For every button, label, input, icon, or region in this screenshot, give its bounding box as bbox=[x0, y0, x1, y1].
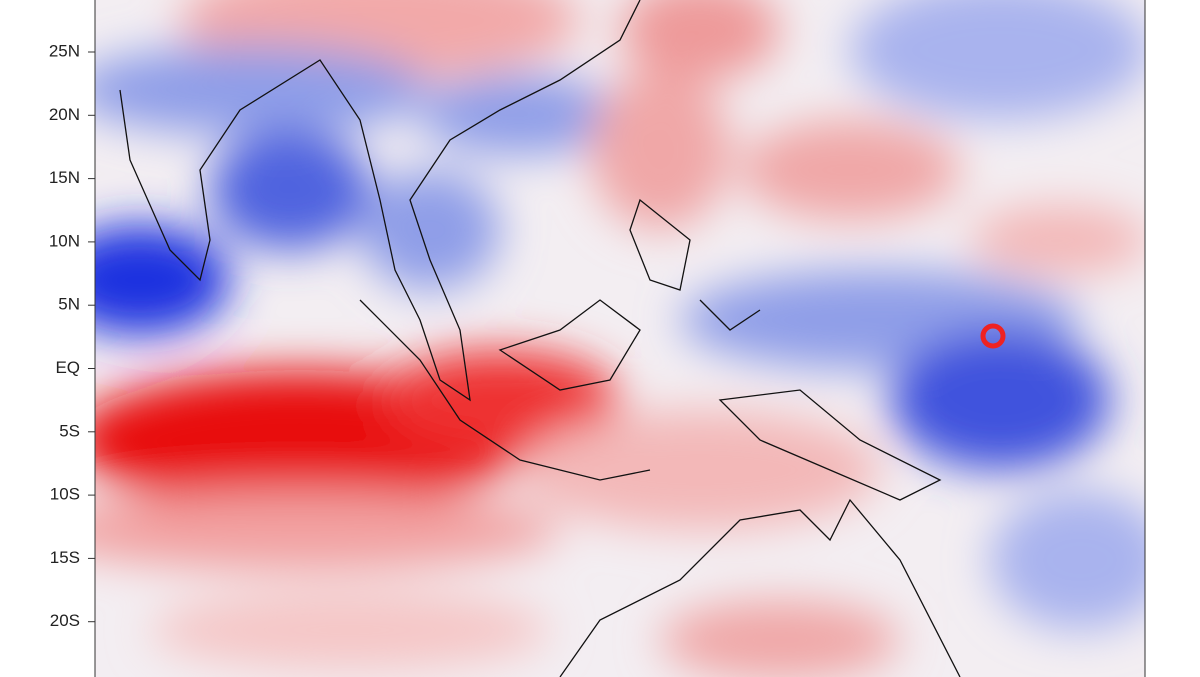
lat-label: 20N bbox=[49, 105, 80, 124]
lat-label: 5N bbox=[58, 295, 80, 314]
lat-label: 20S bbox=[50, 611, 80, 630]
lat-label: 15S bbox=[50, 548, 80, 567]
lat-label: 25N bbox=[49, 41, 80, 60]
coastlines bbox=[119, 0, 961, 677]
lat-labels: 25N 20N 15N 10N 5N EQ 5S 10S 15S 20S bbox=[49, 41, 95, 630]
lat-label: EQ bbox=[55, 358, 80, 377]
anomaly-field bbox=[95, 0, 1145, 677]
lat-label: 5S bbox=[59, 421, 80, 440]
lat-label: 15N bbox=[49, 168, 80, 187]
lat-label: 10N bbox=[49, 231, 80, 250]
marker bbox=[980, 323, 1006, 349]
lat-label: 10S bbox=[50, 485, 80, 504]
